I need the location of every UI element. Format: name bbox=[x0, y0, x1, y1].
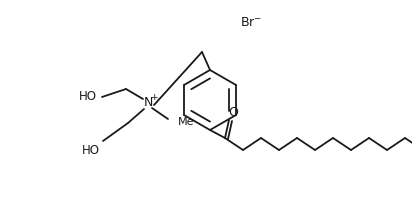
Text: Br$^{-}$: Br$^{-}$ bbox=[240, 15, 262, 29]
Text: N: N bbox=[143, 97, 153, 109]
Text: +: + bbox=[150, 94, 158, 103]
Text: HO: HO bbox=[82, 143, 100, 157]
Text: HO: HO bbox=[79, 91, 97, 103]
Text: O: O bbox=[228, 106, 238, 120]
Text: Me: Me bbox=[178, 117, 194, 127]
